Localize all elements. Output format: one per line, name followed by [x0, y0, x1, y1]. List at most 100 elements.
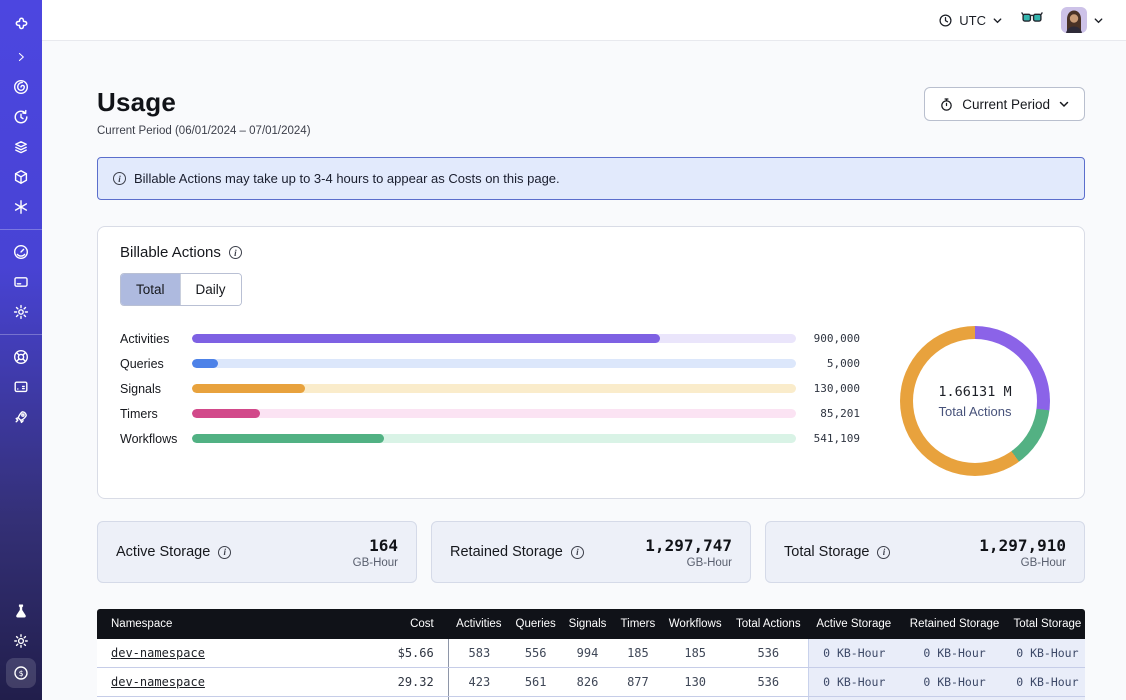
- sidebar-item-schedules[interactable]: [6, 104, 36, 130]
- sidebar-item-billing[interactable]: [6, 269, 36, 295]
- chevron-down-icon: [1093, 15, 1104, 26]
- bar-label: Signals: [120, 382, 192, 396]
- table-cell: 29.32: [324, 668, 448, 696]
- column-header: Activities: [448, 609, 510, 639]
- bar-row: Timers 85,201: [120, 401, 860, 426]
- storage-card: Active Storage i 164 GB-Hour: [97, 521, 417, 583]
- bar-row: Signals 130,000: [120, 376, 860, 401]
- sidebar-item-usage[interactable]: [6, 239, 36, 265]
- bar-track: [192, 334, 796, 343]
- bar-fill: [192, 409, 260, 418]
- timezone-label: UTC: [959, 13, 986, 28]
- sidebar-divider: [0, 229, 42, 230]
- table-body: dev-namespace $5.665835569941851855360 K…: [97, 639, 1085, 700]
- table-cell: 0 KB-Hour: [899, 668, 1010, 696]
- donut-center: 1.66131 M Total Actions: [913, 339, 1037, 463]
- glasses-toggle[interactable]: [1021, 11, 1043, 29]
- billable-chart-area: Activities 900,000 Queries 5,000 Signals…: [120, 326, 1062, 476]
- namespaces-icon: [12, 78, 30, 96]
- asterisk-icon: [12, 198, 30, 216]
- table-cell: 556: [510, 639, 561, 667]
- info-icon[interactable]: i: [571, 546, 584, 559]
- table-cell: 0 KB-Hour: [1010, 639, 1085, 667]
- main-area: UTC: [42, 0, 1126, 700]
- table-cell: 423: [448, 668, 510, 696]
- table-cell: 0 KB-Hour: [1010, 668, 1085, 696]
- rocket-icon: [12, 408, 30, 426]
- avatar: [1061, 7, 1087, 33]
- bar-row: Workflows 541,109: [120, 426, 860, 451]
- billable-bars: Activities 900,000 Queries 5,000 Signals…: [120, 326, 886, 476]
- user-menu[interactable]: [1061, 7, 1104, 33]
- flask-icon: [12, 602, 30, 620]
- period-selector-button[interactable]: Current Period: [924, 87, 1085, 121]
- storage-value: 1,297,910: [979, 536, 1066, 555]
- table-cell: 0 KB-Hour: [899, 639, 1010, 667]
- column-header: Retained Storage: [899, 609, 1010, 639]
- table-cell: $5.66: [324, 639, 448, 667]
- schedules-icon: [12, 108, 30, 126]
- bar-value: 5,000: [796, 357, 860, 370]
- sidebar-item-batch[interactable]: [6, 134, 36, 160]
- table-cell: 994: [561, 639, 613, 667]
- topbar: UTC: [42, 0, 1126, 41]
- sidebar-item-feedback[interactable]: [6, 374, 36, 400]
- sidebar-item-namespaces[interactable]: [6, 74, 36, 100]
- billing-card-icon: [12, 273, 30, 291]
- billable-title: Billable Actions: [120, 244, 221, 261]
- sidebar-item-settings[interactable]: [6, 299, 36, 325]
- table-cell: 536: [728, 639, 808, 667]
- billable-card-header: Billable Actions i: [120, 244, 1062, 261]
- donut-total-value: 1.66131 M: [938, 384, 1011, 400]
- usage-table: NamespaceCostActivitiesQueriesSignalsTim…: [97, 609, 1085, 700]
- page-content: Usage Current Period (06/01/2024 – 07/01…: [42, 41, 1126, 700]
- bar-label: Timers: [120, 407, 192, 421]
- storage-value: 1,297,747: [645, 536, 732, 555]
- sidebar-expand[interactable]: [6, 44, 36, 70]
- chevron-right-icon: [14, 50, 28, 64]
- table-cell: 0 KB-Hour: [808, 668, 899, 696]
- bar-fill: [192, 384, 305, 393]
- billable-actions-card: Billable Actions i TotalDaily Activities…: [97, 226, 1085, 499]
- sidebar-item-lab[interactable]: [6, 598, 36, 624]
- table-cell: 583: [448, 639, 510, 667]
- chevron-down-icon: [1058, 98, 1070, 110]
- sidebar-item-pricing[interactable]: $: [6, 658, 36, 688]
- billable-tab[interactable]: Daily: [180, 274, 241, 305]
- column-header: Active Storage: [808, 609, 899, 639]
- stopwatch-icon: [939, 97, 954, 112]
- namespace-link[interactable]: dev-namespace: [111, 646, 205, 660]
- info-icon[interactable]: i: [877, 546, 890, 559]
- storage-label: Active Storage: [116, 544, 210, 560]
- sidebar-item-theme[interactable]: [6, 628, 36, 654]
- clock-icon: [938, 13, 953, 28]
- timezone-selector[interactable]: UTC: [938, 13, 1003, 28]
- info-icon[interactable]: i: [218, 546, 231, 559]
- storage-label: Retained Storage: [450, 544, 563, 560]
- temporal-logo-icon: [12, 14, 31, 33]
- sidebar: $: [0, 0, 42, 700]
- bar-value: 541,109: [796, 432, 860, 445]
- sidebar-item-deployments[interactable]: [6, 164, 36, 190]
- column-header: Total Storage: [1010, 609, 1085, 639]
- billable-tabs: TotalDaily: [120, 273, 242, 306]
- storage-card: Total Storage i 1,297,910 GB-Hour: [765, 521, 1085, 583]
- glasses-icon: [1021, 11, 1043, 24]
- sidebar-item-nexus[interactable]: [6, 194, 36, 220]
- banner-text: Billable Actions may take up to 3-4 hour…: [134, 171, 560, 186]
- bar-fill: [192, 434, 384, 443]
- info-icon[interactable]: i: [229, 246, 242, 259]
- table-cell: 826: [561, 668, 613, 696]
- namespace-link[interactable]: dev-namespace: [111, 675, 205, 689]
- sidebar-item-getting-started[interactable]: [6, 404, 36, 430]
- column-header: Namespace: [97, 609, 324, 639]
- table-row: dev-namespace $5.665835569941851855360 K…: [97, 639, 1085, 668]
- temporal-logo[interactable]: [6, 10, 36, 36]
- sun-icon: [12, 632, 30, 650]
- sidebar-item-support[interactable]: [6, 344, 36, 370]
- billable-tab[interactable]: Total: [121, 274, 180, 305]
- chevron-down-icon: [992, 15, 1003, 26]
- batch-stack-icon: [12, 138, 30, 156]
- column-header: Timers: [614, 609, 662, 639]
- lifebuoy-icon: [12, 348, 30, 366]
